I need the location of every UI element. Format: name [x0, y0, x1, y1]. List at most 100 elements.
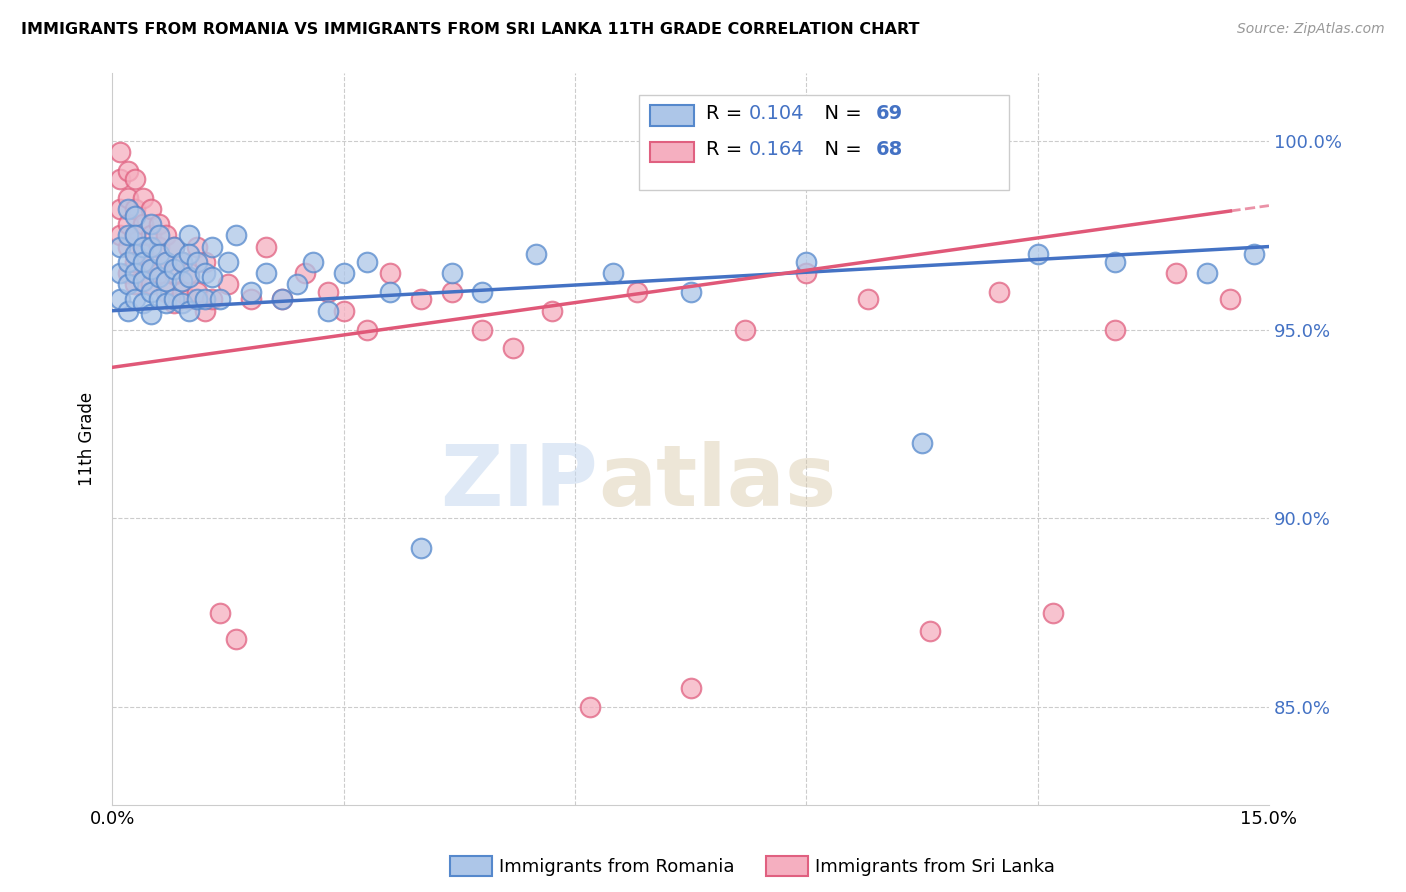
- Point: [132, 217, 155, 231]
- Text: R =: R =: [706, 103, 748, 123]
- Point: [270, 293, 292, 307]
- Point: [217, 277, 239, 292]
- Point: [108, 239, 131, 253]
- Point: [194, 303, 217, 318]
- Point: [911, 435, 934, 450]
- Point: [856, 293, 879, 307]
- Point: [148, 217, 170, 231]
- Point: [148, 293, 170, 307]
- Point: [988, 285, 1011, 299]
- Point: [117, 266, 139, 280]
- Point: [139, 228, 162, 243]
- Text: Immigrants from Romania: Immigrants from Romania: [499, 858, 734, 876]
- Point: [1219, 293, 1241, 307]
- Point: [294, 266, 316, 280]
- Point: [155, 254, 177, 268]
- Point: [117, 164, 139, 178]
- Point: [186, 285, 208, 299]
- Point: [124, 266, 146, 280]
- Point: [734, 322, 756, 336]
- Point: [409, 541, 432, 556]
- Point: [194, 254, 217, 268]
- Point: [117, 202, 139, 216]
- Point: [163, 293, 186, 307]
- Point: [579, 700, 602, 714]
- Point: [316, 303, 339, 318]
- Point: [163, 239, 186, 253]
- Point: [225, 632, 247, 646]
- Point: [1166, 266, 1188, 280]
- Point: [117, 190, 139, 204]
- Point: [209, 606, 232, 620]
- Point: [794, 254, 817, 268]
- Point: [179, 228, 201, 243]
- Text: 0.104: 0.104: [748, 103, 804, 123]
- Point: [918, 624, 941, 639]
- Point: [179, 269, 201, 284]
- Point: [602, 266, 624, 280]
- Point: [679, 285, 702, 299]
- Point: [124, 171, 146, 186]
- Point: [1197, 266, 1219, 280]
- Point: [471, 322, 494, 336]
- Point: [132, 254, 155, 268]
- Point: [124, 210, 146, 224]
- Text: R =: R =: [706, 140, 748, 160]
- Point: [179, 247, 201, 261]
- Point: [1026, 247, 1049, 261]
- Point: [117, 277, 139, 292]
- Point: [132, 273, 155, 287]
- Point: [139, 202, 162, 216]
- Point: [170, 273, 193, 287]
- Text: ZIP: ZIP: [440, 442, 598, 524]
- Point: [540, 303, 562, 318]
- Point: [108, 145, 131, 160]
- Point: [108, 266, 131, 280]
- Text: N =: N =: [813, 103, 868, 123]
- Point: [132, 190, 155, 204]
- Point: [148, 269, 170, 284]
- Text: 68: 68: [876, 140, 903, 160]
- Point: [124, 202, 146, 216]
- Point: [179, 266, 201, 280]
- Point: [117, 228, 139, 243]
- Point: [502, 342, 524, 356]
- Point: [148, 247, 170, 261]
- Text: IMMIGRANTS FROM ROMANIA VS IMMIGRANTS FROM SRI LANKA 11TH GRADE CORRELATION CHAR: IMMIGRANTS FROM ROMANIA VS IMMIGRANTS FR…: [21, 22, 920, 37]
- Point: [332, 303, 354, 318]
- Point: [117, 254, 139, 268]
- Point: [201, 269, 224, 284]
- Point: [217, 254, 239, 268]
- Point: [1104, 322, 1126, 336]
- Point: [170, 285, 193, 299]
- Point: [316, 285, 339, 299]
- Point: [225, 228, 247, 243]
- Point: [240, 285, 263, 299]
- Point: [139, 277, 162, 292]
- FancyBboxPatch shape: [650, 142, 695, 162]
- Point: [108, 293, 131, 307]
- Point: [1042, 606, 1064, 620]
- Text: atlas: atlas: [598, 442, 837, 524]
- Point: [440, 266, 463, 280]
- Point: [186, 254, 208, 268]
- Point: [194, 293, 217, 307]
- Point: [124, 277, 146, 292]
- Point: [301, 254, 323, 268]
- Point: [139, 285, 162, 299]
- Point: [409, 293, 432, 307]
- Point: [117, 217, 139, 231]
- FancyBboxPatch shape: [638, 95, 1008, 190]
- Point: [794, 266, 817, 280]
- Point: [332, 266, 354, 280]
- Text: N =: N =: [813, 140, 868, 160]
- Point: [201, 293, 224, 307]
- Point: [108, 171, 131, 186]
- Point: [132, 296, 155, 310]
- Point: [139, 217, 162, 231]
- Point: [170, 254, 193, 268]
- Point: [163, 239, 186, 253]
- Point: [132, 239, 155, 253]
- Point: [155, 285, 177, 299]
- Point: [155, 228, 177, 243]
